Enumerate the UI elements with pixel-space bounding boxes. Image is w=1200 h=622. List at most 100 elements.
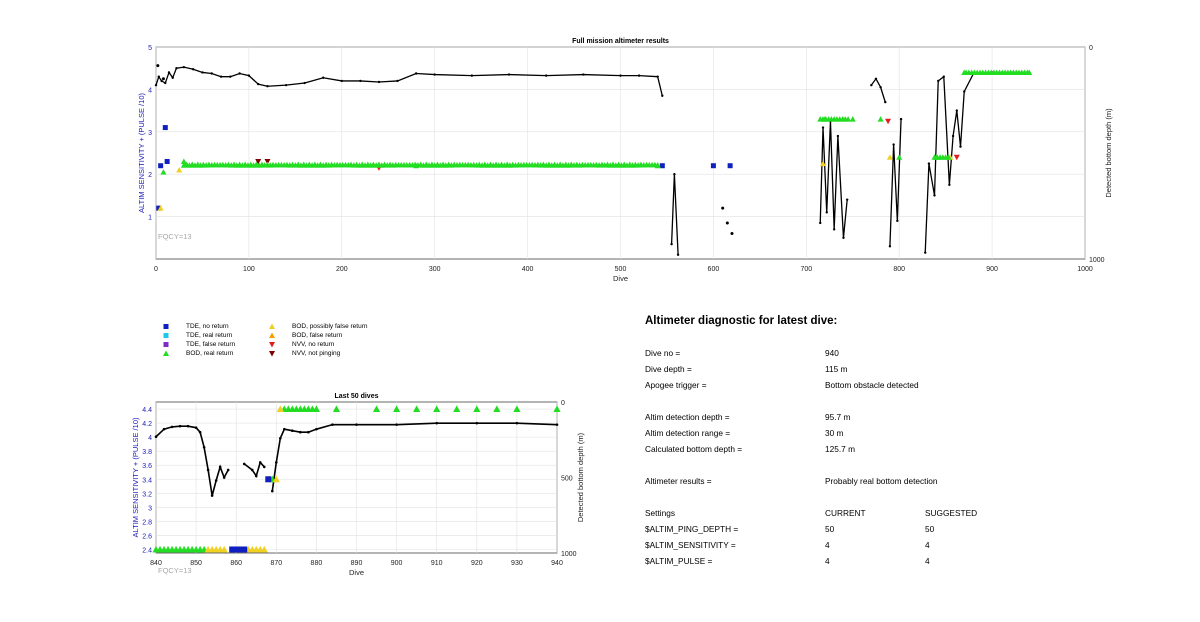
bod-real-return-marker <box>180 158 187 164</box>
bottom-depth-point <box>433 73 436 76</box>
bottom-depth-point <box>942 75 945 78</box>
bottom-depth-point <box>842 236 845 239</box>
bod-real-return-marker <box>945 154 952 160</box>
bottom-depth-point <box>507 73 511 76</box>
bottom-depth-point <box>359 79 362 83</box>
bottom-depth-point <box>167 71 171 74</box>
bottom-depth-point <box>884 100 887 104</box>
bottom-depth-point <box>725 221 729 225</box>
bottom-depth-point <box>414 72 418 75</box>
legend-label: BOD, possibly false return <box>292 323 368 330</box>
tde-no-return-marker <box>727 163 733 169</box>
diagnostic-label: Altimeter results = <box>645 476 712 486</box>
bod-real-return-marker <box>896 154 903 160</box>
chart-title: Full mission altimeter results <box>572 38 669 45</box>
legend-marker <box>269 342 275 348</box>
nvv-no-return-marker <box>953 154 960 161</box>
chart-legend: TDE, no return TDE, real return TDE, false… <box>160 322 400 362</box>
bod-real-return-marker <box>845 116 852 122</box>
bottom-depth-point <box>721 206 725 210</box>
tde-no-return-marker <box>156 205 162 211</box>
bottom-depth-point <box>544 74 548 77</box>
bottom-depth-point <box>845 198 849 201</box>
bottom-depth-point <box>637 74 641 77</box>
fqcy-annotation: FQCY=13 <box>158 232 192 241</box>
y-tick-label: 4 <box>148 87 152 94</box>
diagnostic-row-altimeter-results: Altimeter results = Probably real bottom… <box>645 476 1165 487</box>
x-tick-label: 700 <box>800 266 812 273</box>
x-tick-label: 600 <box>708 266 720 273</box>
setting-label: $ALTIM_PING_DEPTH = <box>645 524 739 534</box>
legend-marker <box>269 351 275 357</box>
x-tick-label: 300 <box>429 266 441 273</box>
diagnostic-label: Dive depth = <box>645 364 692 374</box>
bottom-depth-point <box>247 74 251 77</box>
bottom-depth-point <box>619 74 622 77</box>
diagnostic-label: Calculated bottom depth = <box>645 444 743 454</box>
bod-possibly-false-return-marker <box>157 205 164 211</box>
setting-row-sensitivity: $ALTIM_SENSITIVITY = 4 4 <box>645 540 1165 551</box>
setting-current: 4 <box>825 540 830 550</box>
bottom-depth-point <box>229 75 232 78</box>
y2-axis-label: Detected bottom depth (m) <box>1104 108 1113 198</box>
bottom-depth-point <box>322 76 325 79</box>
x-tick-label: 1000 <box>1077 266 1093 273</box>
bod-real-return-marker <box>654 162 661 168</box>
tde-no-return-marker <box>659 163 665 169</box>
bod-possibly-false-return-marker <box>820 160 827 167</box>
bottom-depth-point <box>266 85 269 88</box>
bottom-depth-point <box>171 76 174 79</box>
bottom-depth-point <box>340 79 343 83</box>
tde-no-return-marker <box>158 163 164 169</box>
legend-marker-shape <box>163 333 169 338</box>
legend-marker-shape <box>269 351 275 357</box>
diagnostic-label: Apogee trigger = <box>645 380 707 390</box>
legend-label: TDE, false return <box>186 341 236 348</box>
setting-suggested: 4 <box>925 540 930 550</box>
y-tick-label: 5 <box>148 45 152 52</box>
bottom-depth-point <box>201 71 204 74</box>
x-tick-label: 400 <box>522 266 534 273</box>
bottom-depth-point <box>927 162 931 165</box>
bottom-depth-point <box>160 79 163 83</box>
legend-marker <box>269 323 275 329</box>
nvv-no-return-marker <box>885 118 892 125</box>
diagnostic-label: Altim detection range = <box>645 428 731 438</box>
bottom-depth-point <box>870 83 873 87</box>
diagnostic-row-dive-no: Dive no = 940 <box>645 348 1165 359</box>
diagnostic-row-dive-depth: Dive depth = 115 m <box>645 364 1165 375</box>
settings-header-current: CURRENT <box>825 508 866 518</box>
bottom-depth-point <box>832 228 836 231</box>
nvv-not-pinging-marker <box>255 158 262 165</box>
bottom-depth-point <box>892 143 895 146</box>
bod-possibly-false-return-marker <box>176 166 183 173</box>
x-tick-label: 100 <box>243 266 255 273</box>
legend-marker <box>163 333 169 338</box>
bottom-depth-point <box>825 211 828 214</box>
bottom-depth-point <box>210 72 213 75</box>
legend-label: NVV, no return <box>292 341 335 348</box>
bottom-depth-point <box>661 94 664 97</box>
x-axis-label: Dive <box>613 274 628 283</box>
bottom-depth-point <box>924 251 927 254</box>
diagnostic-value: Probably real bottom detection <box>825 476 938 486</box>
legend-marker-shape <box>269 323 275 329</box>
legend-label: BOD, false return <box>292 332 343 339</box>
legend-marker-shape <box>163 342 169 347</box>
bottom-depth-point <box>896 219 899 223</box>
bottom-depth-point <box>161 77 165 81</box>
setting-row-ping-depth: $ALTIM_PING_DEPTH = 50 50 <box>645 524 1165 535</box>
bottom-depth-point <box>676 253 680 256</box>
diagnostic-value: 30 m <box>825 428 844 438</box>
y-tick-label: 3 <box>148 130 152 137</box>
setting-row-pulse: $ALTIM_PULSE = 4 4 <box>645 556 1165 567</box>
diagnostic-label: Altim detection depth = <box>645 412 730 422</box>
bottom-depth-point <box>470 74 474 77</box>
bottom-depth-point <box>963 90 966 93</box>
bottom-depth-point <box>948 183 951 186</box>
bottom-depth-point <box>879 86 882 89</box>
diagnostic-value: Bottom obstacle detected <box>825 380 919 390</box>
x-tick-label: 500 <box>615 266 627 273</box>
bottom-depth-point <box>937 79 940 83</box>
bottom-depth-point <box>821 126 825 129</box>
